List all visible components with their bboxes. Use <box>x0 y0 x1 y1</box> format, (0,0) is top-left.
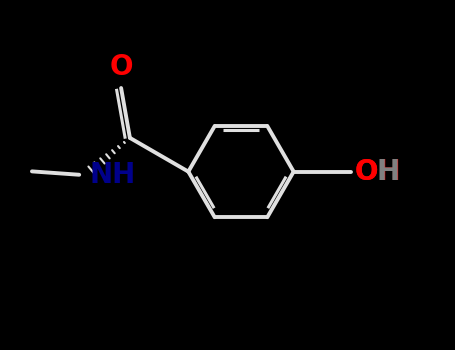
Text: OH: OH <box>354 158 401 186</box>
Text: NH: NH <box>89 161 136 189</box>
Text: O: O <box>354 158 378 186</box>
Text: O: O <box>109 53 133 81</box>
Text: H: H <box>377 158 400 186</box>
